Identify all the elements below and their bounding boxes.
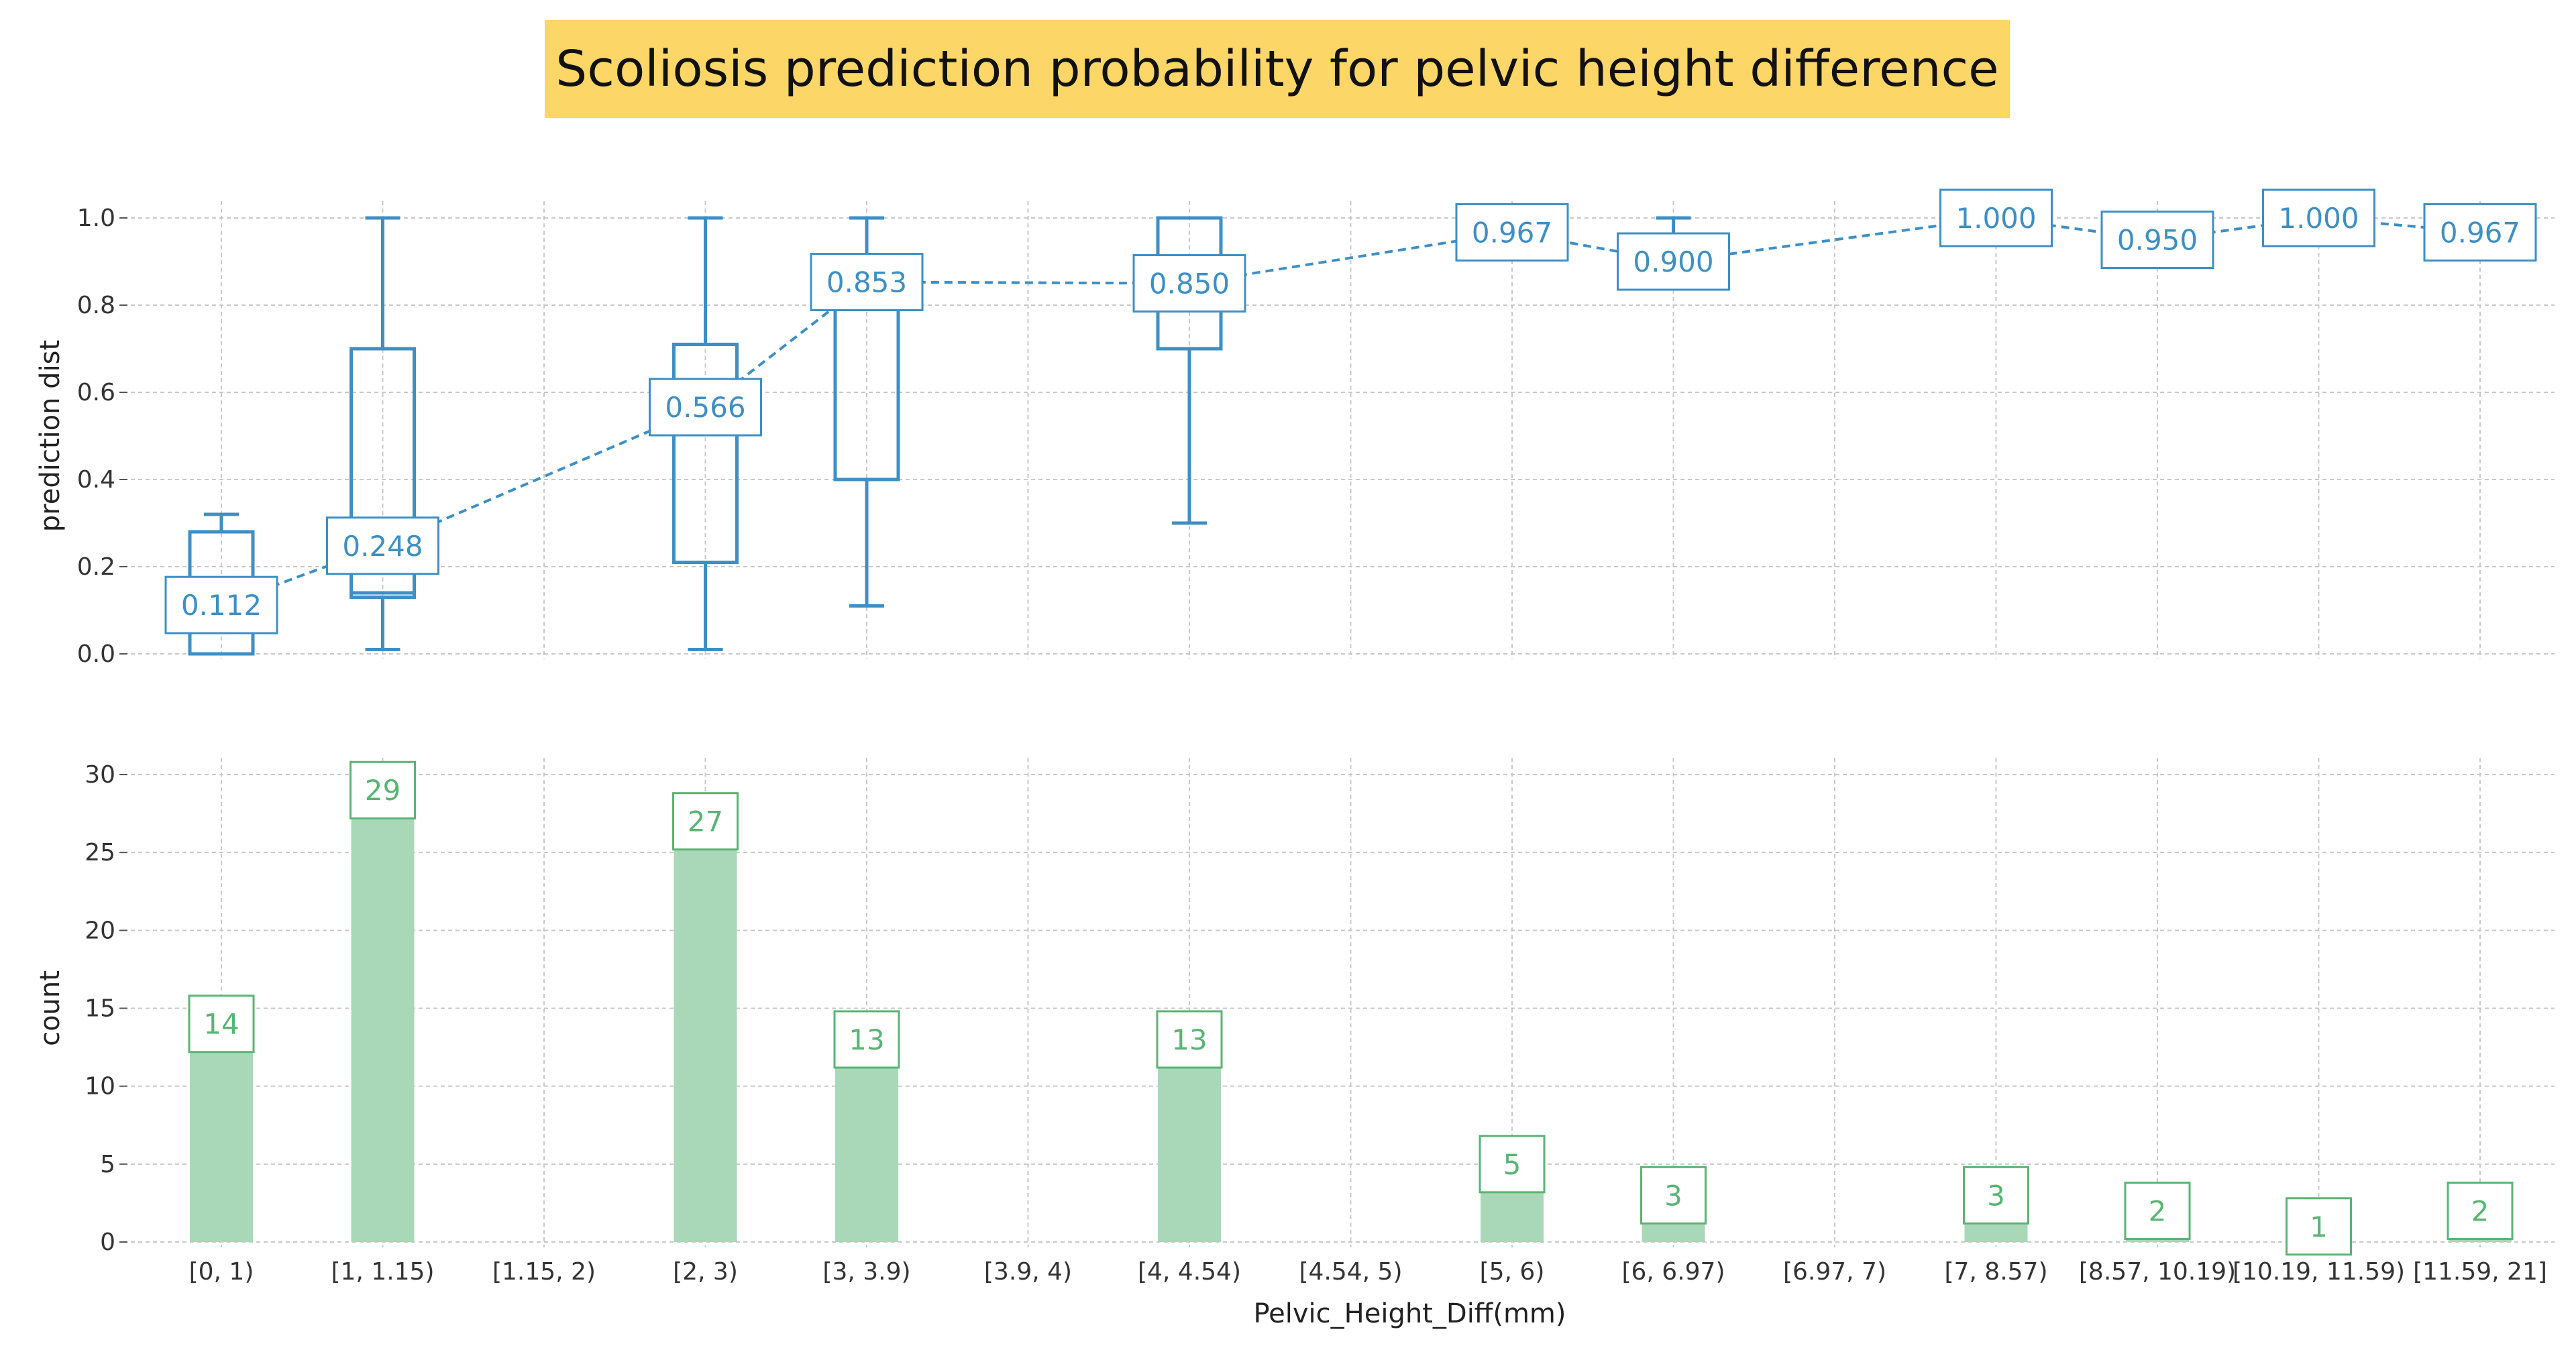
mean-label-text: 0.900 — [1633, 245, 1713, 278]
x-tick-label: [6.97, 7) — [1783, 1258, 1886, 1286]
pred-y-axis-label: prediction dist — [35, 340, 66, 532]
mean-label-box — [810, 253, 924, 312]
count-ytick-label: 10 — [85, 1073, 115, 1101]
mean-label-text: 1.000 — [2278, 202, 2359, 235]
mean-label-text: 0.248 — [342, 530, 423, 563]
mean-label-text: 0.967 — [2440, 216, 2520, 249]
mean-label-text: 0.967 — [1472, 216, 1552, 249]
count-label-box — [2286, 1197, 2352, 1256]
box-iqr-rect — [672, 343, 739, 564]
count-label-box — [1640, 1166, 1707, 1225]
count-label-text: 27 — [688, 805, 723, 838]
count-ytick-label: 25 — [85, 839, 115, 866]
count-ytick-label: 30 — [85, 761, 115, 789]
x-tick-label: [0, 1) — [189, 1258, 254, 1286]
mean-label-text: 0.112 — [181, 589, 262, 622]
mean-label-text: 0.853 — [826, 266, 907, 299]
count-ytick-label: 20 — [85, 917, 115, 944]
count-label-box — [833, 1010, 900, 1069]
count-label-text: 3 — [1664, 1179, 1682, 1212]
count-label-text: 3 — [1987, 1179, 2005, 1212]
mean-label-box — [649, 378, 762, 437]
x-tick-label: [1, 1.15) — [331, 1258, 434, 1286]
box-plot-1 — [350, 216, 416, 651]
count-ytick-label: 0 — [100, 1229, 115, 1256]
chart-title-box: Scoliosis prediction probability for pel… — [545, 20, 2010, 118]
count-label-box — [1479, 1135, 1546, 1194]
x-tick-label: [6, 6.97) — [1621, 1258, 1725, 1286]
count-label-text: 1 — [2310, 1210, 2328, 1243]
count-label-box — [1156, 1010, 1223, 1069]
pred-ytick-label: 0.2 — [77, 553, 115, 581]
x-tick-label: [8.57, 10.19) — [2079, 1258, 2236, 1286]
count-y-axis-label: count — [35, 970, 66, 1046]
mean-label-box — [1939, 188, 2053, 247]
count-bar-3 — [674, 821, 737, 1242]
pred-ytick-label: 0.4 — [77, 466, 115, 494]
x-tick-label: [3, 3.9) — [822, 1258, 910, 1286]
count-label-text: 5 — [1503, 1148, 1521, 1181]
count-label-box — [2447, 1182, 2514, 1241]
count-label-box — [188, 995, 255, 1054]
count-label-text: 29 — [365, 774, 400, 807]
x-tick-label: [3.9, 4) — [984, 1258, 1072, 1286]
count-ytick-label: 5 — [100, 1151, 115, 1178]
mean-label-box — [164, 575, 278, 634]
x-axis-label: Pelvic_Height_Diff(mm) — [1253, 1298, 1566, 1329]
mean-label-box — [1132, 254, 1246, 313]
x-tick-label: [11.59, 21] — [2413, 1258, 2547, 1286]
count-label-text: 14 — [203, 1008, 239, 1041]
mean-label-box — [1617, 232, 1730, 291]
count-bar-6 — [1158, 1039, 1221, 1242]
mean-label-text: 0.566 — [665, 391, 745, 424]
count-bar-1 — [351, 790, 415, 1242]
mean-label-box — [326, 516, 439, 575]
pred-ytick-label: 0.8 — [77, 292, 115, 319]
pred-ytick-label: 0.6 — [77, 379, 115, 406]
mean-label-box — [2100, 211, 2214, 269]
count-label-box — [2124, 1182, 2191, 1241]
count-label-box — [1963, 1166, 2029, 1225]
pred-ytick-label: 1.0 — [77, 205, 115, 232]
count-label-text: 2 — [2149, 1195, 2167, 1228]
prediction-box-panel: 0.0 0.2 0.4 0.6 0.8 1.0 prediction dist 0.112 0.… — [35, 188, 2555, 668]
mean-label-text: 0.850 — [1149, 268, 1230, 300]
count-label-text: 2 — [2471, 1195, 2489, 1228]
count-label-box — [672, 792, 739, 851]
chart-title: Scoliosis prediction probability for pel… — [555, 40, 1999, 98]
x-tick-label: [5, 6) — [1480, 1258, 1545, 1286]
x-tick-label: [7, 8.57) — [1944, 1258, 2047, 1286]
mean-label-box — [1455, 203, 1569, 262]
x-tick-label: [1.15, 2) — [492, 1258, 596, 1286]
count-label-text: 13 — [1171, 1023, 1207, 1056]
x-tick-label: [4.54, 5) — [1299, 1258, 1402, 1286]
count-bar-4 — [835, 1039, 898, 1242]
x-tick-label: [2, 3) — [673, 1258, 738, 1286]
count-ytick-label: 15 — [85, 995, 115, 1023]
mean-label-box — [2262, 188, 2375, 247]
count-label-box — [350, 760, 416, 820]
x-tick-label: [10.19, 11.59) — [2233, 1258, 2405, 1286]
x-tick-label: [4, 4.54) — [1138, 1258, 1241, 1286]
mean-label-box — [2423, 203, 2537, 262]
pred-ytick-label: 0.0 — [77, 640, 115, 668]
mean-label-text: 1.000 — [1955, 202, 2036, 235]
mean-label-text: 0.950 — [2117, 224, 2198, 257]
count-label-text: 13 — [849, 1023, 884, 1056]
count-bar-0 — [190, 1023, 253, 1242]
count-bar-panel: 0 5 10 15 20 25 30 count 14 29 27 13 13 5 3 3 2 1 2 [0, 1) [… — [35, 758, 2555, 1329]
box-iqr-rect — [350, 347, 416, 599]
